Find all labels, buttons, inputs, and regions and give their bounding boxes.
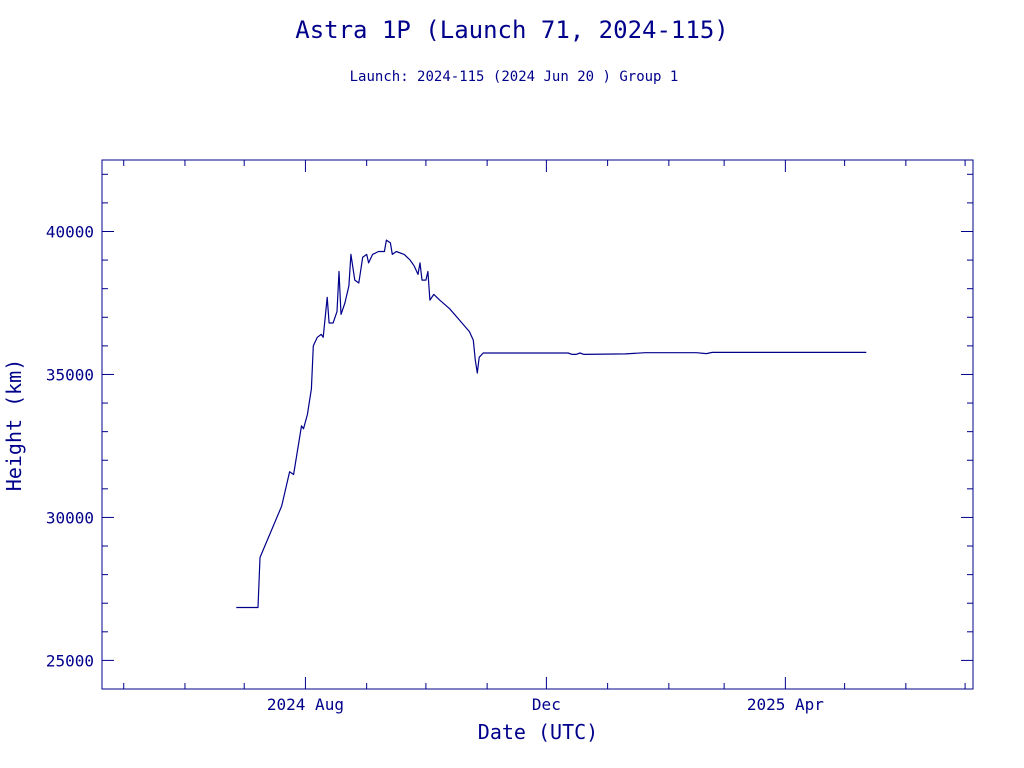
y-tick-label: 40000 [46,222,94,241]
x-tick-label: 2024 Aug [267,695,344,714]
y-tick-label: 35000 [46,365,94,384]
series-line [236,239,867,609]
x-tick-label: Dec [532,695,561,714]
y-tick-label: 30000 [46,508,94,527]
y-tick-label: 25000 [46,651,94,670]
y-axis-label: Height (km) [2,359,26,491]
x-axis-label: Date (UTC) [478,720,598,744]
plot-frame [101,159,974,690]
chart-subtitle: Launch: 2024-115 (2024 Jun 20 ) Group 1 [350,69,679,85]
axis-ticks [102,160,973,690]
x-tick-label: 2025 Apr [747,695,824,714]
tick-labels: 2024 Aug Dec 2025 Apr 25000 30000 35000 40000 [46,222,824,714]
chart-title: Astra 1P (Launch 71, 2024-115) [295,16,728,44]
